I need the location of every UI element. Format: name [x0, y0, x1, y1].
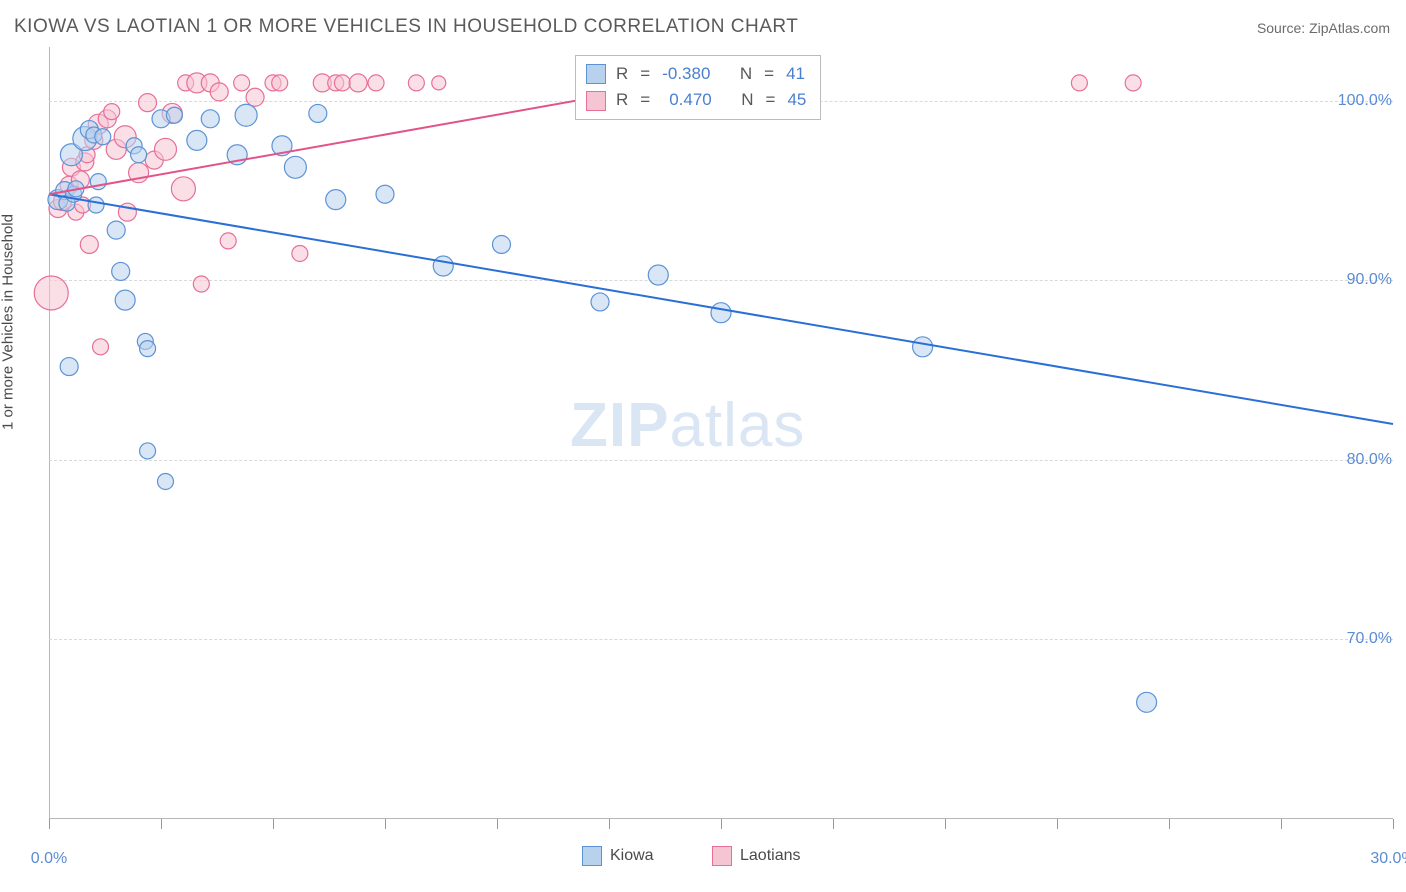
x-tick	[945, 819, 946, 829]
scatter-point-kiowa	[112, 262, 130, 280]
x-tick	[49, 819, 50, 829]
equals-sign: =	[640, 61, 650, 87]
scatter-point-laotians	[234, 75, 250, 91]
legend-laotians: Laotians	[712, 846, 801, 866]
scatter-point-laotians	[210, 83, 228, 101]
legend-label-laotians: Laotians	[740, 847, 801, 865]
scatter-point-kiowa	[235, 104, 257, 126]
scatter-point-kiowa	[88, 197, 104, 213]
scatter-point-kiowa	[140, 443, 156, 459]
source-label: Source:	[1257, 20, 1305, 36]
x-tick	[273, 819, 274, 829]
scatter-point-laotians	[80, 235, 98, 253]
scatter-point-laotians	[171, 177, 195, 201]
stats-r-value-kiowa: -0.380	[662, 61, 710, 87]
stats-r-label: R	[616, 87, 628, 113]
scatter-point-laotians	[193, 276, 209, 292]
legend-label-kiowa: Kiowa	[610, 847, 654, 865]
scatter-point-laotians	[408, 75, 424, 91]
x-tick	[609, 819, 610, 829]
stats-r-value-laotians: 0.470	[669, 87, 712, 113]
legend-swatch-laotians	[712, 846, 732, 866]
x-tick	[161, 819, 162, 829]
scatter-point-kiowa	[648, 265, 668, 285]
stats-n-label: N	[740, 61, 752, 87]
stats-swatch-laotians	[586, 91, 606, 111]
x-tick	[721, 819, 722, 829]
equals-sign: =	[640, 87, 650, 113]
scatter-point-laotians	[220, 233, 236, 249]
legend-swatch-kiowa	[582, 846, 602, 866]
stats-n-label: N	[741, 87, 753, 113]
trend-line-kiowa	[49, 194, 1393, 424]
scatter-point-kiowa	[492, 235, 510, 253]
scatter-plot-svg	[49, 47, 1393, 819]
x-tick	[497, 819, 498, 829]
source-link[interactable]: ZipAtlas.com	[1309, 20, 1390, 36]
scatter-point-kiowa	[433, 256, 453, 276]
scatter-point-laotians	[368, 75, 384, 91]
scatter-point-laotians	[34, 276, 68, 310]
scatter-point-laotians	[292, 245, 308, 261]
scatter-point-laotians	[432, 76, 446, 90]
x-tick	[385, 819, 386, 829]
scatter-point-kiowa	[187, 130, 207, 150]
source-attribution: Source: ZipAtlas.com	[1257, 20, 1390, 36]
scatter-point-laotians	[349, 74, 367, 92]
stats-row-kiowa: R = -0.380 N = 41	[586, 61, 806, 87]
scatter-point-laotians	[246, 88, 264, 106]
scatter-point-kiowa	[913, 337, 933, 357]
scatter-point-kiowa	[711, 303, 731, 323]
scatter-point-kiowa	[201, 110, 219, 128]
scatter-point-kiowa	[376, 185, 394, 203]
stats-n-value-kiowa: 41	[786, 61, 805, 87]
scatter-point-laotians	[1125, 75, 1141, 91]
scatter-point-kiowa	[309, 104, 327, 122]
scatter-point-kiowa	[166, 107, 182, 123]
y-axis-label: 1 or more Vehicles in Household	[0, 214, 17, 430]
stats-row-laotians: R = 0.470 N = 45	[586, 87, 806, 113]
x-tick-label: 30.0%	[1370, 850, 1406, 868]
equals-sign: =	[764, 61, 774, 87]
scatter-point-kiowa	[591, 293, 609, 311]
scatter-point-laotians	[154, 138, 176, 160]
scatter-point-kiowa	[115, 290, 135, 310]
legend-kiowa: Kiowa	[582, 846, 654, 866]
scatter-point-laotians	[272, 75, 288, 91]
scatter-point-kiowa	[95, 129, 111, 145]
scatter-point-kiowa	[1137, 692, 1157, 712]
x-tick	[1057, 819, 1058, 829]
equals-sign: =	[766, 87, 776, 113]
scatter-point-kiowa	[60, 358, 78, 376]
scatter-point-kiowa	[157, 473, 173, 489]
x-tick	[1393, 819, 1394, 829]
scatter-point-kiowa	[284, 156, 306, 178]
chart-title: KIOWA VS LAOTIAN 1 OR MORE VEHICLES IN H…	[14, 16, 798, 38]
scatter-point-laotians	[93, 339, 109, 355]
x-tick	[1169, 819, 1170, 829]
scatter-point-laotians	[334, 75, 350, 91]
scatter-point-kiowa	[131, 147, 147, 163]
stats-swatch-kiowa	[586, 64, 606, 84]
stats-r-label: R	[616, 61, 628, 87]
x-tick	[833, 819, 834, 829]
x-tick	[1281, 819, 1282, 829]
scatter-point-kiowa	[107, 221, 125, 239]
scatter-point-laotians	[104, 104, 120, 120]
scatter-point-laotians	[1071, 75, 1087, 91]
stats-box: R = -0.380 N = 41 R = 0.470 N = 45	[575, 55, 821, 120]
scatter-point-kiowa	[140, 341, 156, 357]
scatter-point-kiowa	[326, 190, 346, 210]
stats-n-value-laotians: 45	[787, 87, 806, 113]
scatter-point-laotians	[139, 94, 157, 112]
x-tick-label: 0.0%	[31, 850, 67, 868]
